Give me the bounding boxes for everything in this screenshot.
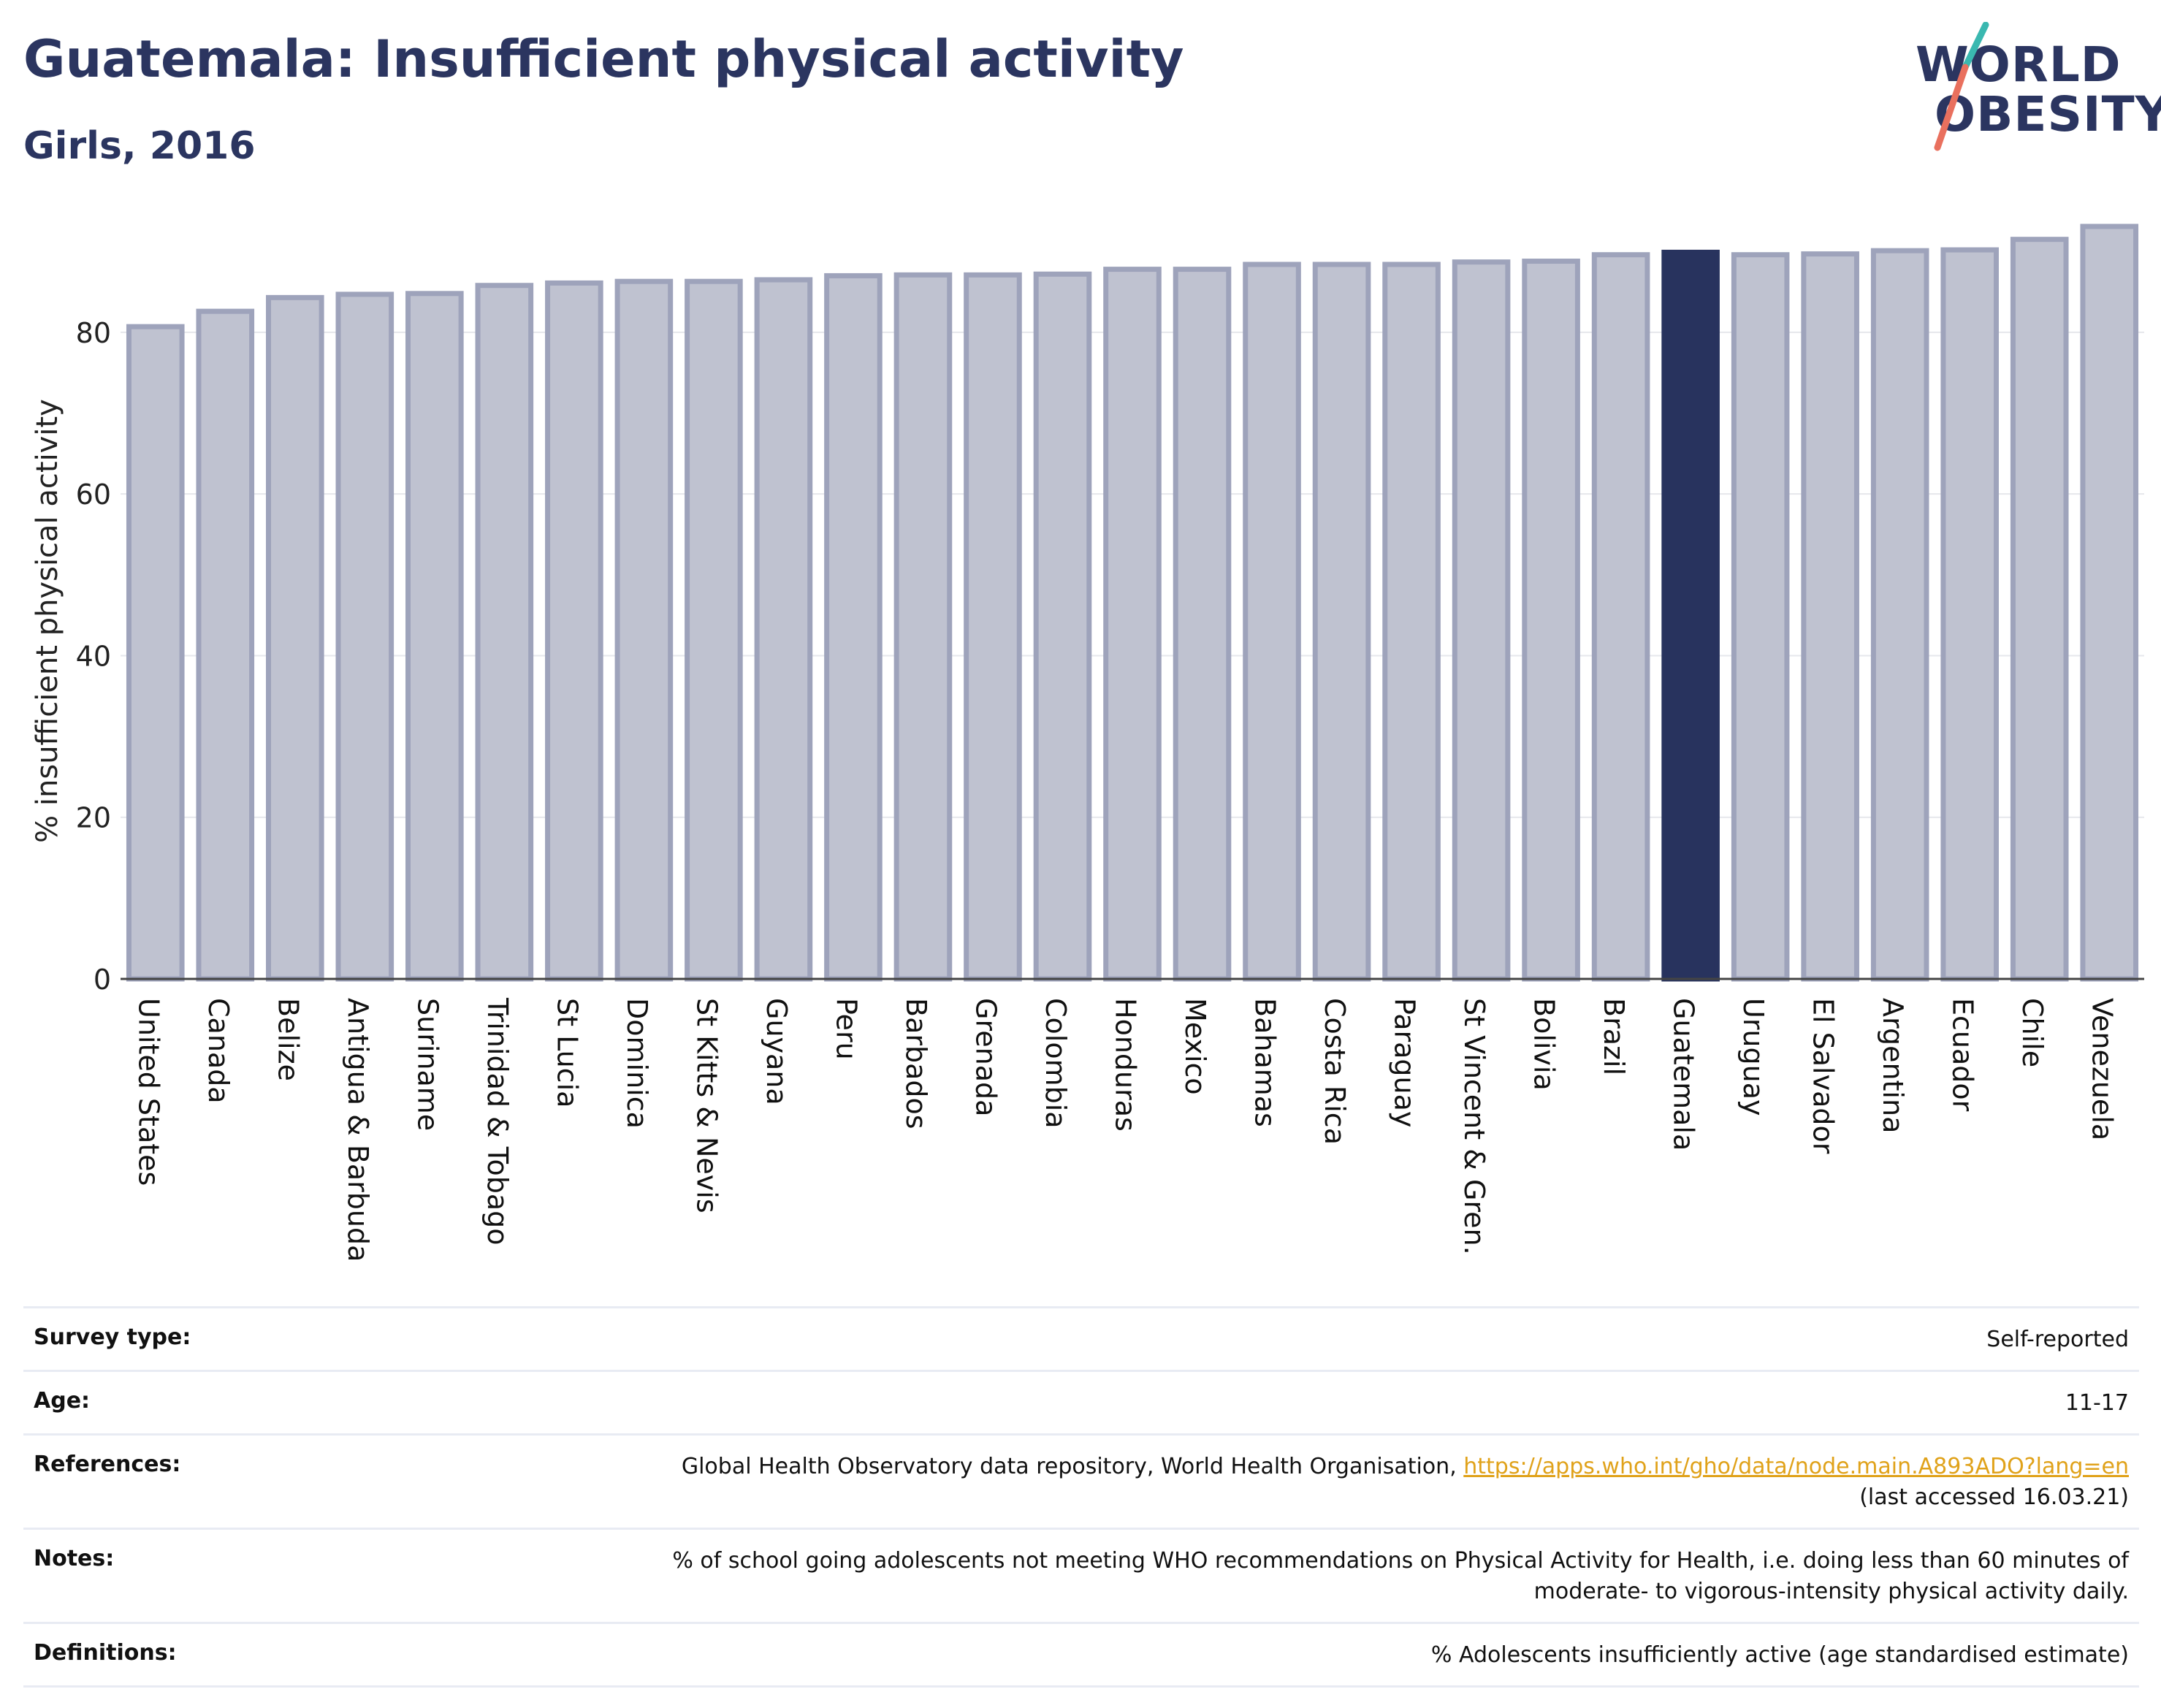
x-tick-label: Ecuador — [1947, 998, 1979, 1112]
chart-subtitle: Girls, 2016 — [23, 124, 256, 168]
x-tick-label: Canada — [202, 998, 235, 1104]
bar — [1801, 251, 1859, 982]
bar — [614, 278, 674, 982]
bar — [265, 294, 324, 982]
bar — [2080, 224, 2139, 982]
bar — [1033, 271, 1092, 982]
x-tick-label: Uruguay — [1737, 998, 1769, 1116]
bar — [1522, 259, 1580, 982]
survey-type-label: Survey type: — [34, 1324, 191, 1350]
notes-row: Notes: % of school going adolescents not… — [23, 1528, 2139, 1622]
survey-type-value: Self-reported — [1986, 1327, 2129, 1352]
definitions-value: % Adolescents insufficiently active (age… — [1430, 1642, 2129, 1668]
x-tick-label: Chile — [2016, 998, 2048, 1067]
y-tick-label: 40 — [76, 640, 111, 672]
x-tick-label: Paraguay — [1389, 998, 1421, 1127]
bar — [1452, 259, 1511, 982]
age-label: Age: — [34, 1388, 91, 1414]
x-tick-label: St Vincent & Gren. — [1458, 998, 1490, 1255]
x-tick-label: Suriname — [411, 998, 443, 1131]
x-tick-label: Grenada — [969, 998, 1002, 1116]
notes-line-1: % of school going adolescents not meetin… — [672, 1548, 2129, 1574]
references-value: Global Health Observatory data repositor… — [682, 1452, 2129, 1513]
definitions-row: Definitions: % Adolescents insufficientl… — [23, 1622, 2139, 1688]
notes-line-2: moderate- to vigorous-intensity physical… — [1533, 1579, 2129, 1604]
bar — [335, 291, 395, 982]
bar — [1173, 267, 1232, 982]
logo-line-2: OBESITY — [1935, 86, 2161, 142]
x-tick-label: St Lucia — [551, 998, 583, 1107]
x-tick-label: Colombia — [1040, 998, 1072, 1129]
metadata-table: Survey type: Self-reported Age: 11-17 Re… — [23, 1306, 2139, 1688]
bar — [545, 280, 603, 982]
bar — [1731, 252, 1790, 982]
bar — [1591, 252, 1650, 982]
bar — [824, 272, 883, 982]
bar — [126, 324, 185, 982]
x-tick-label: Brazil — [1598, 998, 1630, 1075]
bar-chart: 0 20 40 60 80 % insufficient physical activit… — [31, 224, 2144, 1262]
notes-value: % of school going adolescents not meetin… — [672, 1546, 2129, 1607]
bar — [475, 283, 534, 982]
references-accessed: (last accessed 16.03.21) — [1859, 1484, 2129, 1510]
x-tick-label: Dominica — [621, 998, 653, 1129]
bar — [685, 278, 743, 982]
x-tick-label: Peru — [830, 998, 862, 1060]
x-tick-label: Honduras — [1110, 998, 1142, 1132]
bar — [893, 272, 953, 982]
x-tick-label: Bahamas — [1249, 998, 1281, 1127]
bar — [405, 291, 464, 982]
bar — [1382, 262, 1441, 982]
x-tick-label: United States — [132, 998, 164, 1186]
y-tick-label: 20 — [76, 802, 111, 834]
x-tick-label: Mexico — [1179, 998, 1211, 1095]
bar — [1312, 262, 1371, 982]
bar — [1870, 248, 1929, 982]
notes-label: Notes: — [34, 1546, 115, 1571]
x-tick-label: Venezuela — [2086, 998, 2119, 1140]
x-tick-label: St Kitts & Nevis — [690, 998, 723, 1213]
y-tick-label: 80 — [76, 317, 111, 349]
bar — [196, 308, 255, 982]
x-tick-label: Bolivia — [1528, 998, 1560, 1091]
world-obesity-logo: WORLD OBESITY — [1907, 22, 2161, 153]
y-tick-label: 0 — [94, 964, 111, 996]
references-label: References: — [34, 1452, 181, 1477]
bar — [1940, 247, 2000, 982]
x-tick-label: Barbados — [900, 998, 932, 1129]
references-link[interactable]: https://apps.who.int/gho/data/node.main.… — [1463, 1454, 2129, 1479]
bar — [2010, 237, 2069, 982]
x-tick-label: Belize — [272, 998, 304, 1081]
references-text: Global Health Observatory data repositor… — [681, 1454, 1464, 1479]
y-tick-label: 60 — [76, 479, 111, 511]
x-tick-label: Guatemala — [1668, 998, 1700, 1151]
logo-line-1: WORLD — [1916, 37, 2122, 93]
bar — [1103, 267, 1162, 982]
x-tick-label: Argentina — [1877, 998, 1909, 1133]
age-value: 11-17 — [2065, 1390, 2129, 1416]
bar-highlight — [1661, 249, 1720, 982]
chart-title: Guatemala: Insufficient physical activit… — [23, 29, 1184, 89]
age-row: Age: 11-17 — [23, 1370, 2139, 1433]
x-tick-label: Antigua & Barbuda — [342, 998, 374, 1262]
logo-slash-icon — [1934, 22, 1989, 151]
bar — [1243, 262, 1301, 982]
definitions-label: Definitions: — [34, 1640, 177, 1666]
bar — [964, 272, 1022, 982]
x-tick-label: El Salvador — [1807, 998, 1840, 1154]
references-row: References: Global Health Observatory da… — [23, 1433, 2139, 1528]
x-tick-label: Trinidad & Tobago — [481, 997, 514, 1246]
x-tick-label: Costa Rica — [1319, 998, 1351, 1145]
x-tick-label: Guyana — [761, 998, 793, 1105]
bar — [754, 277, 813, 982]
y-axis-label: % insufficient physical activity — [31, 399, 64, 843]
survey-type-row: Survey type: Self-reported — [23, 1306, 2139, 1370]
